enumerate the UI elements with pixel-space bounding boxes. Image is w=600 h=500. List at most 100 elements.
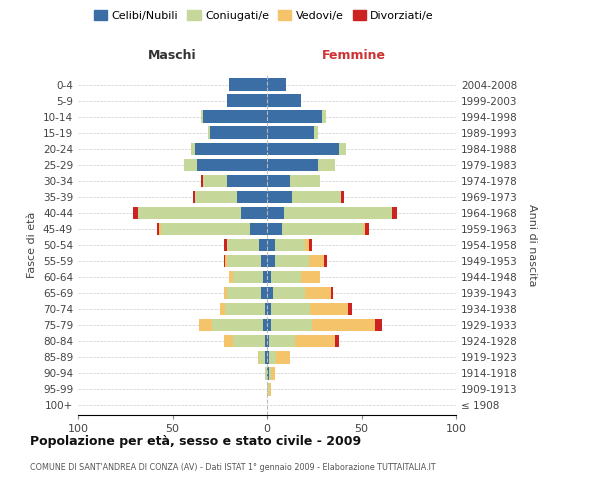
Text: Popolazione per età, sesso e stato civile - 2009: Popolazione per età, sesso e stato civil…: [30, 435, 361, 448]
Bar: [267, 222, 282, 235]
Bar: [227, 174, 267, 187]
Bar: [139, 206, 241, 219]
Bar: [305, 238, 308, 252]
Bar: [241, 206, 267, 219]
Bar: [184, 158, 197, 171]
Bar: [159, 222, 161, 235]
Bar: [341, 190, 344, 203]
Bar: [282, 222, 364, 235]
Bar: [201, 110, 203, 123]
Bar: [262, 287, 267, 300]
Y-axis label: Fasce di età: Fasce di età: [28, 212, 37, 278]
Bar: [271, 303, 310, 316]
Bar: [265, 367, 267, 380]
Legend: Celibi/Nubili, Coniugati/e, Vedovi/e, Divorziati/e: Celibi/Nubili, Coniugati/e, Vedovi/e, Di…: [92, 8, 436, 24]
Bar: [295, 335, 335, 347]
Bar: [267, 78, 286, 91]
Bar: [267, 142, 339, 155]
Bar: [292, 190, 341, 203]
Bar: [224, 287, 227, 300]
Bar: [259, 351, 265, 364]
Bar: [313, 319, 375, 332]
Bar: [267, 206, 284, 219]
Bar: [375, 319, 382, 332]
Bar: [392, 206, 397, 219]
Bar: [305, 287, 331, 300]
Bar: [267, 383, 269, 396]
Bar: [314, 126, 318, 139]
Bar: [195, 142, 267, 155]
Bar: [267, 335, 269, 347]
Bar: [259, 238, 267, 252]
Bar: [226, 303, 265, 316]
Bar: [271, 367, 275, 380]
Bar: [224, 238, 227, 252]
Bar: [267, 126, 314, 139]
Bar: [277, 351, 290, 364]
Bar: [267, 367, 269, 380]
Bar: [272, 287, 305, 300]
Bar: [267, 271, 271, 283]
Bar: [197, 158, 267, 171]
Bar: [267, 303, 271, 316]
Bar: [267, 238, 275, 252]
Bar: [271, 271, 301, 283]
Bar: [318, 158, 335, 171]
Bar: [348, 303, 352, 316]
Bar: [263, 271, 267, 283]
Bar: [267, 190, 292, 203]
Bar: [322, 110, 326, 123]
Bar: [220, 303, 226, 316]
Bar: [310, 303, 348, 316]
Bar: [193, 190, 195, 203]
Bar: [157, 222, 159, 235]
Bar: [263, 319, 267, 332]
Bar: [227, 287, 262, 300]
Bar: [233, 271, 263, 283]
Bar: [269, 383, 271, 396]
Bar: [265, 335, 267, 347]
Bar: [161, 222, 250, 235]
Bar: [229, 271, 233, 283]
Bar: [265, 303, 267, 316]
Bar: [269, 335, 295, 347]
Text: Femmine: Femmine: [322, 50, 386, 62]
Bar: [203, 174, 227, 187]
Bar: [308, 238, 313, 252]
Bar: [211, 126, 267, 139]
Bar: [267, 174, 290, 187]
Bar: [269, 367, 271, 380]
Bar: [212, 319, 263, 332]
Bar: [331, 287, 333, 300]
Bar: [364, 222, 365, 235]
Bar: [335, 335, 339, 347]
Bar: [224, 335, 233, 347]
Y-axis label: Anni di nascita: Anni di nascita: [527, 204, 537, 286]
Bar: [267, 158, 318, 171]
Bar: [267, 351, 269, 364]
Bar: [233, 335, 265, 347]
Bar: [339, 142, 346, 155]
Bar: [208, 126, 211, 139]
Bar: [250, 222, 267, 235]
Bar: [267, 255, 275, 268]
Bar: [257, 351, 259, 364]
Bar: [365, 222, 369, 235]
Bar: [201, 174, 203, 187]
Bar: [262, 255, 267, 268]
Bar: [267, 319, 271, 332]
Bar: [226, 255, 227, 268]
Bar: [308, 255, 324, 268]
Bar: [267, 110, 322, 123]
Text: Maschi: Maschi: [148, 50, 197, 62]
Bar: [229, 78, 267, 91]
Bar: [227, 238, 259, 252]
Bar: [203, 110, 267, 123]
Text: COMUNE DI SANT'ANDREA DI CONZA (AV) - Dati ISTAT 1° gennaio 2009 - Elaborazione : COMUNE DI SANT'ANDREA DI CONZA (AV) - Da…: [30, 462, 436, 471]
Bar: [290, 174, 320, 187]
Bar: [237, 190, 267, 203]
Bar: [199, 319, 212, 332]
Bar: [271, 319, 313, 332]
Bar: [269, 351, 277, 364]
Bar: [324, 255, 328, 268]
